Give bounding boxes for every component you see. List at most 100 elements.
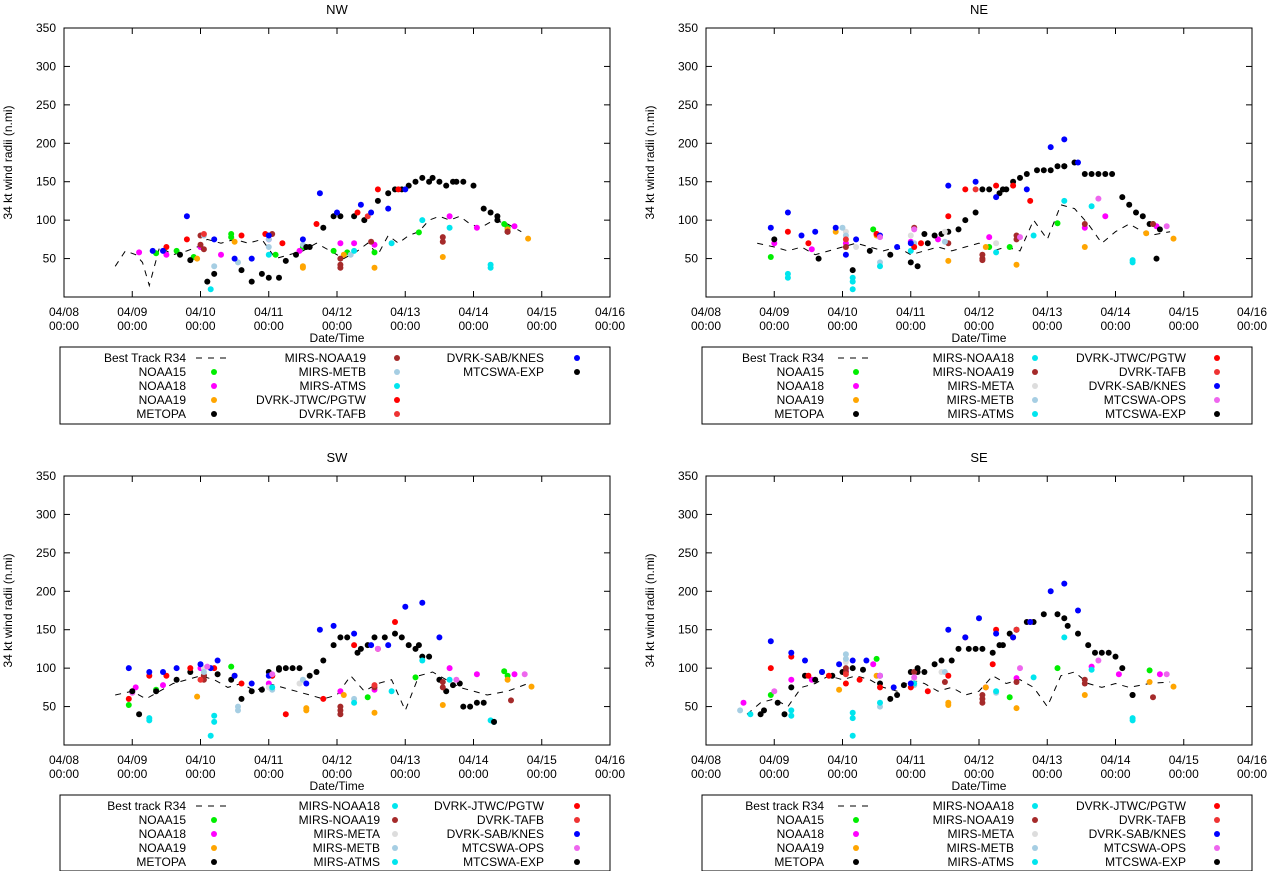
legend-marker-noaa19 [211,845,217,851]
plot-data [757,136,1177,293]
data-point-metopa [1112,653,1119,660]
x-tick-label-time: 00:00 [1169,319,1199,333]
data-point-mirs-noaa19 [439,684,446,691]
legend-label-dvrk-jtwc-pgtw: DVRK-JTWC/PGTW [1076,799,1187,813]
legend-label-mirs-noaa19: MIRS-NOAA19 [933,813,1015,827]
data-point-metopa [265,274,272,281]
legend-marker-mtcswa-ops [574,845,580,851]
data-point-metopa [354,649,361,656]
data-point-mtcswa-ops [911,674,918,681]
y-tick-label: 150 [36,175,56,189]
legend-marker-noaa18 [853,383,859,389]
x-tick-label-date: 04/13 [1032,753,1062,767]
x-axis-label: Date/Time [310,779,365,793]
legend-marker-mirs-noaa19 [394,355,400,361]
data-point-mirs-metb [265,244,272,250]
data-point-metopa [238,267,245,274]
x-tick-label-date: 04/08 [49,753,79,767]
legend-label-mtcswa-exp: MTCSWA-EXP [463,855,544,869]
data-point-dvrk-jtwc-pgtw [945,672,952,679]
data-point-mirs-noaa18 [211,712,218,719]
series-noaa19 [832,228,1177,268]
data-point-dvrk-jtwc-pgtw [989,661,996,668]
series-mirs-noaa19 [200,672,514,718]
chart-title: NW [326,2,348,17]
data-point-mtcswa-exp [921,231,928,237]
x-tick-label-time: 00:00 [1237,767,1267,781]
data-point-dvrk-sab-knes [183,213,190,220]
data-point-noaa15 [371,249,378,256]
y-tick-label: 50 [685,252,699,266]
data-point-dvrk-sab-knes [1010,634,1017,641]
data-point-mirs-metb [211,263,218,270]
data-point-mirs-noaa18 [788,707,795,714]
data-point-mirs-atms [849,732,856,739]
data-point-mirs-atms [1088,666,1095,673]
data-point-noaa15 [125,702,132,708]
data-point-mirs-atms [907,247,914,254]
data-point-noaa15 [1054,665,1061,672]
data-point-dvrk-jtwc-pgtw [918,240,924,247]
data-point-metopa [781,711,788,718]
data-point-mirs-noaa18 [788,712,795,719]
data-point-metopa [887,695,894,702]
data-point-dvrk-sab-knes [334,209,340,216]
x-tick-label-time: 00:00 [458,767,488,781]
data-point-metopa [1064,622,1071,629]
legend-marker-mirs-metb [1032,845,1038,851]
y-tick-label: 250 [36,98,56,112]
series-mirs-atms [207,217,494,293]
series-mirs-atms [849,197,1136,293]
data-point-mirs-atms [265,251,272,258]
x-tick-label-time: 00:00 [759,767,789,781]
y-tick-label: 100 [36,661,56,675]
legend-label-noaa19: NOAA19 [777,393,825,407]
data-point-mtcswa-exp [771,236,778,243]
legend-marker-dvrk-jtwc-pgtw [394,397,400,403]
x-tick-label-date: 04/10 [185,753,215,767]
data-point-metopa [955,226,962,233]
data-point-mirs-noaa19 [1150,221,1156,227]
x-tick-label-date: 04/08 [49,305,79,319]
data-point-noaa18 [788,676,795,683]
legend-label-mtcswa-ops: MTCSWA-OPS [1104,841,1186,855]
data-point-dvrk-sab-knes [299,236,306,243]
data-point-metopa [293,251,299,258]
data-point-dvrk-sab-knes [316,190,323,197]
data-point-mtcswa-exp [276,666,282,673]
data-point-metopa [986,186,993,193]
x-tick-label-time: 00:00 [458,319,488,333]
data-point-mirs-metb [200,669,207,675]
data-point-metopa [473,699,480,706]
legend-marker-metopa [211,859,217,865]
x-tick-label-time: 00:00 [49,767,79,781]
series-mirs-atms [747,634,1136,739]
data-point-dvrk-sab-knes [1023,186,1030,193]
y-tick-label: 150 [36,623,56,637]
legend-label-mirs-meta: MIRS-META [314,827,380,841]
x-tick-label-time: 00:00 [117,319,147,333]
data-point-noaa18 [351,240,358,247]
series-dvrk-jtwc-pgtw [784,182,1034,250]
data-point-noaa19 [1081,244,1088,250]
legend-label-dvrk-tafb: DVRK-TAFB [1119,813,1186,827]
data-point-metopa [1098,649,1105,656]
legend-label-noaa18: NOAA18 [139,827,187,841]
x-tick-label-date: 04/08 [691,753,721,767]
data-point-dvrk-tafb [200,231,207,237]
series-noaa18 [740,661,1163,706]
data-point-metopa [1047,167,1054,174]
data-point-dvrk-sab-knes [146,669,153,675]
legend-label-mirs-noaa18: MIRS-NOAA18 [299,799,381,813]
data-point-mtcswa-ops [521,671,528,678]
y-tick-label: 150 [678,175,698,189]
data-point-metopa [460,178,467,185]
data-point-metopa [258,270,265,277]
legend-label-mtcswa-ops: MTCSWA-OPS [1104,393,1186,407]
legend-marker-mirs-noaa18 [1032,355,1038,361]
x-tick-label-date: 04/15 [527,305,557,319]
data-point-metopa [1139,213,1146,220]
data-point-dvrk-sab-knes [303,680,310,687]
plot-data [114,174,532,293]
data-point-mtcswa-exp [491,718,497,725]
